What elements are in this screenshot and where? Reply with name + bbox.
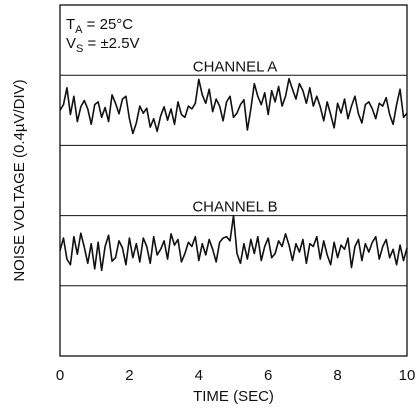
series-labels: CHANNEL A CHANNEL B xyxy=(192,58,277,215)
series-layer xyxy=(59,77,408,272)
x-tick-label-0: 0 xyxy=(56,367,64,384)
grid-lines xyxy=(60,74,407,287)
y-axis-label: NOISE VOLTAGE (0.4µV/DIV) xyxy=(11,79,28,281)
condition-vs-label: VS = ±2.5V xyxy=(66,35,140,55)
plot-frame xyxy=(59,4,408,357)
condition-ta-label: TA = 25°C xyxy=(66,16,133,36)
x-tick-label-2: 2 xyxy=(125,367,133,384)
series-label-channel-b: CHANNEL B xyxy=(192,199,277,216)
x-tick-label-4: 4 xyxy=(195,367,203,384)
x-tick-labels: 0 2 4 6 8 10 xyxy=(56,367,416,384)
x-tick-label-10: 10 xyxy=(399,367,416,384)
x-tick-label-6: 6 xyxy=(264,367,272,384)
trace-channel-a xyxy=(59,77,408,135)
x-axis-label: TIME (SEC) xyxy=(193,388,274,405)
trace-channel-b xyxy=(59,214,408,272)
series-label-channel-a: CHANNEL A xyxy=(193,58,277,75)
x-tick-label-8: 8 xyxy=(333,367,341,384)
